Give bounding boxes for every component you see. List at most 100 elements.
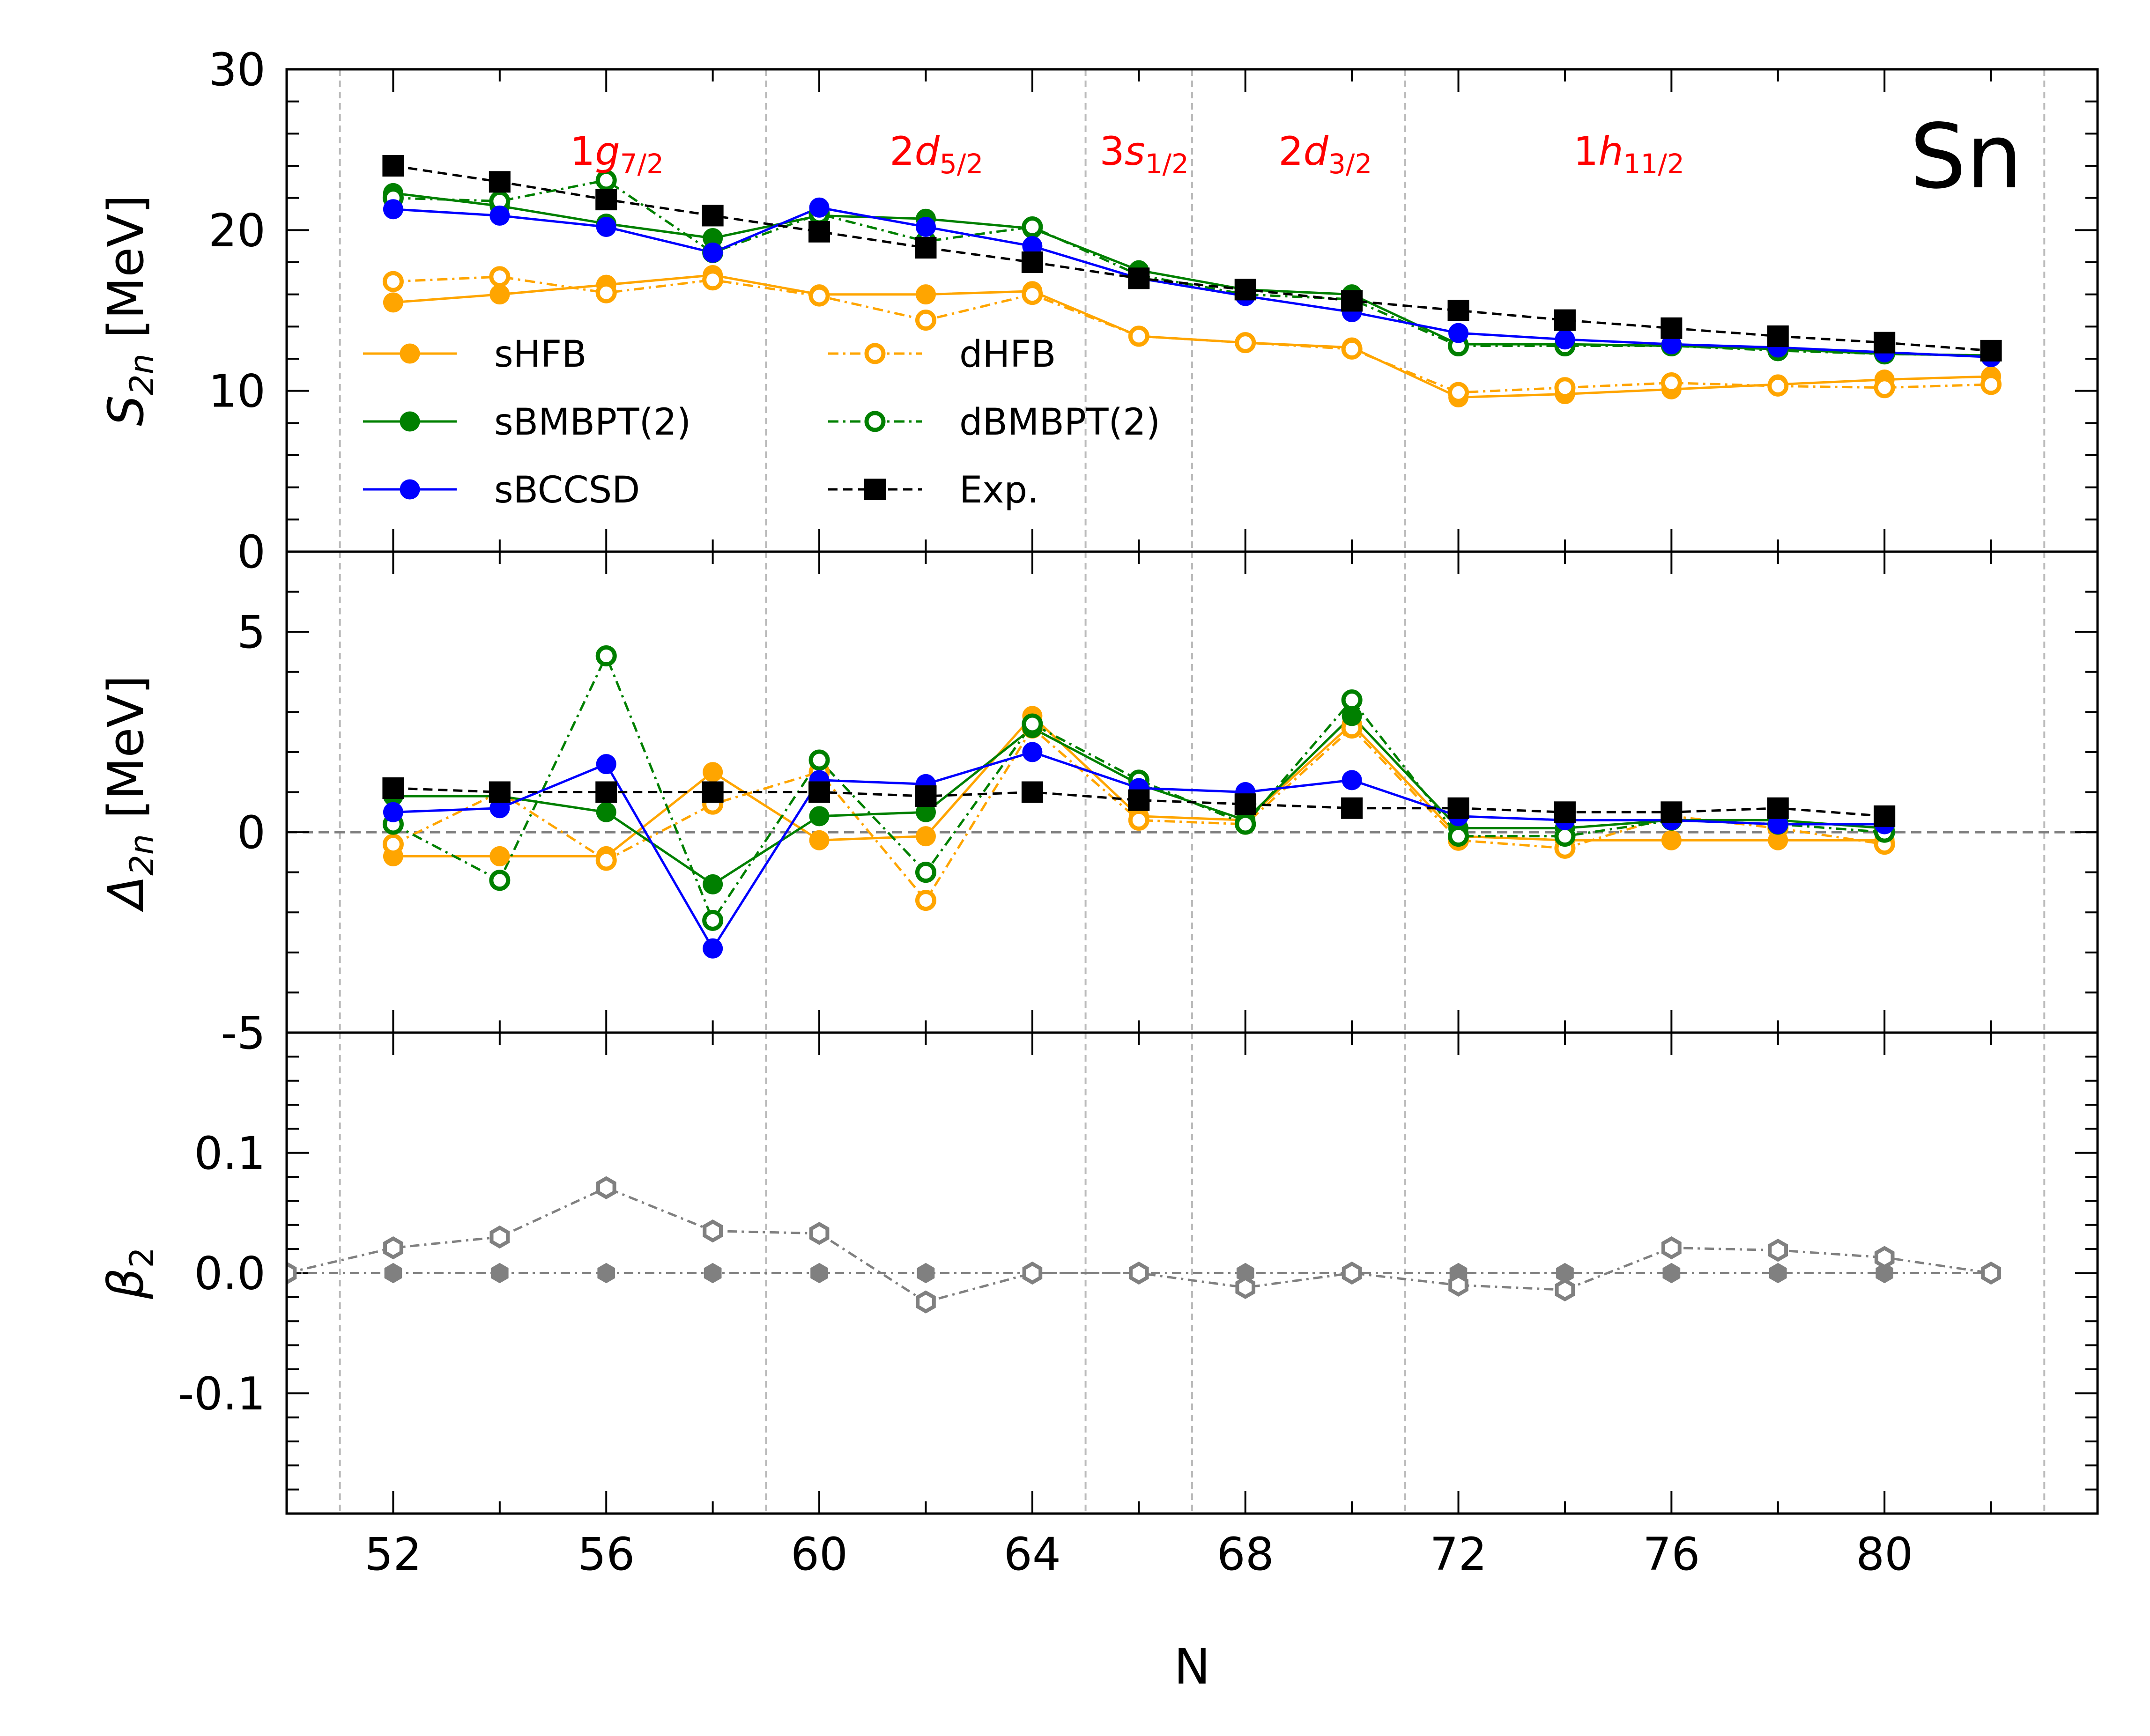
point-dBMBPT2 <box>595 170 617 191</box>
point-Exp <box>1128 789 1150 811</box>
shell-label: 2d3/2 <box>1278 128 1372 180</box>
x-tick-label: 72 <box>1430 1528 1487 1581</box>
point-dHFB <box>382 834 404 855</box>
point-beta-deformed <box>1129 1261 1149 1285</box>
y-axis-label: S2n [MeV] <box>97 195 161 426</box>
series-group <box>382 645 1896 959</box>
point-beta-spherical <box>491 1263 509 1284</box>
point-sBCCSD <box>383 802 403 822</box>
point-beta-deformed <box>1661 1236 1682 1260</box>
shell-label: 3s1/2 <box>1099 128 1189 180</box>
point-dHFB <box>808 285 830 307</box>
point-dBMBPT2 <box>1022 216 1043 237</box>
point-Exp <box>702 781 724 803</box>
panel-d2n: -5 0 5 Δ2n [MeV] <box>97 550 2099 1059</box>
point-Exp <box>808 781 830 803</box>
point-dBMBPT2 <box>595 645 617 667</box>
point-beta-deformed <box>489 1225 510 1249</box>
x-axis-label: N <box>1174 1638 1210 1695</box>
element-label: Sn <box>1910 105 2023 208</box>
series-line-beta-deformed <box>287 1186 1991 1303</box>
point-sBCCSD <box>1022 742 1043 762</box>
point-dBMBPT2 <box>915 862 936 883</box>
point-sHFB <box>383 292 403 313</box>
point-Exp <box>915 237 937 259</box>
point-dBMBPT2 <box>489 870 511 891</box>
y-tick-label: 0 <box>237 806 266 859</box>
point-sBCCSD <box>596 216 616 237</box>
panel-s2n: 0 10 20 30 S2n [MeV] 1g7/2 2d5/2 3s1/2 2d3/2 1h11… <box>97 44 2099 578</box>
point-Exp <box>702 205 724 227</box>
y-axis-label: β2 <box>97 1247 161 1300</box>
point-dHFB <box>382 271 404 292</box>
point-dHFB <box>595 282 617 303</box>
point-dHFB <box>1554 377 1576 399</box>
point-Exp <box>382 155 404 177</box>
point-beta-spherical <box>917 1263 935 1284</box>
point-sBCCSD <box>809 197 830 218</box>
point-Exp <box>1980 340 2002 362</box>
y-axis-label: Δ2n [MeV] <box>97 675 161 912</box>
point-beta-deformed <box>1235 1276 1255 1299</box>
legend-marker-dHFB <box>864 343 886 364</box>
point-beta-deformed <box>1768 1239 1788 1262</box>
point-beta-spherical <box>810 1263 828 1284</box>
point-sHFB <box>915 826 936 847</box>
point-dBMBPT2 <box>1341 689 1363 711</box>
point-sBMBPT2 <box>703 874 723 894</box>
point-sBCCSD <box>489 205 510 226</box>
point-Exp <box>1234 793 1256 815</box>
y-tick-label: -0.1 <box>178 1367 266 1420</box>
point-Exp <box>1021 251 1043 273</box>
x-tick-label: 64 <box>1004 1528 1061 1581</box>
legend-label-sHFB: sHFB <box>494 333 587 376</box>
point-Exp <box>1767 797 1789 819</box>
point-beta-spherical <box>384 1263 402 1284</box>
x-tick-label: 80 <box>1856 1528 1913 1581</box>
point-sHFB <box>489 284 510 305</box>
point-sBCCSD <box>703 938 723 959</box>
point-sBCCSD <box>1342 770 1362 790</box>
point-sHFB <box>1661 830 1682 850</box>
point-beta-deformed <box>1448 1273 1468 1297</box>
point-sHFB <box>809 830 830 850</box>
point-Exp <box>1341 290 1363 312</box>
point-dBMBPT2 <box>1022 713 1043 735</box>
point-Exp <box>1554 309 1576 331</box>
point-Exp <box>808 221 830 243</box>
point-beta-deformed <box>703 1219 723 1243</box>
point-Exp <box>1874 332 1896 354</box>
y-tick-label: 5 <box>237 606 266 658</box>
point-dBMBPT2 <box>808 749 830 771</box>
panel-frame <box>285 1031 2099 1515</box>
point-dHFB <box>1980 374 2002 395</box>
legend-marker-Exp <box>864 479 886 500</box>
x-tick-label: 52 <box>364 1528 422 1581</box>
y-tick-label: -5 <box>221 1007 266 1059</box>
series-line-Exp <box>393 787 1885 818</box>
legend: sHFB dHFB sBMBPT(2) dBMBPT(2) sBCCSD Exp. <box>363 333 1160 511</box>
point-sBCCSD <box>1555 329 1575 350</box>
point-Exp <box>1128 267 1150 289</box>
point-sBCCSD <box>383 199 403 220</box>
series-group <box>382 155 2002 407</box>
legend-label-sBCCSD: sBCCSD <box>494 469 640 511</box>
point-sHFB <box>703 762 723 783</box>
point-beta-deformed <box>1874 1246 1895 1269</box>
point-beta-deformed <box>1022 1261 1043 1285</box>
legend-marker-sBMBPT2 <box>400 411 420 432</box>
point-Exp <box>595 189 617 211</box>
point-beta-spherical <box>597 1263 615 1284</box>
point-beta-spherical <box>1662 1263 1681 1284</box>
series-line-dHFB <box>393 275 1991 394</box>
y-tick-label: 10 <box>208 365 266 418</box>
point-dHFB <box>1235 332 1256 354</box>
point-dBMBPT2 <box>702 909 724 931</box>
x-tick-label: 76 <box>1643 1528 1700 1581</box>
legend-label-dHFB: dHFB <box>959 333 1056 376</box>
point-dHFB <box>702 269 724 291</box>
point-Exp <box>1661 317 1683 339</box>
point-sHFB <box>915 284 936 305</box>
point-Exp <box>1767 325 1789 347</box>
